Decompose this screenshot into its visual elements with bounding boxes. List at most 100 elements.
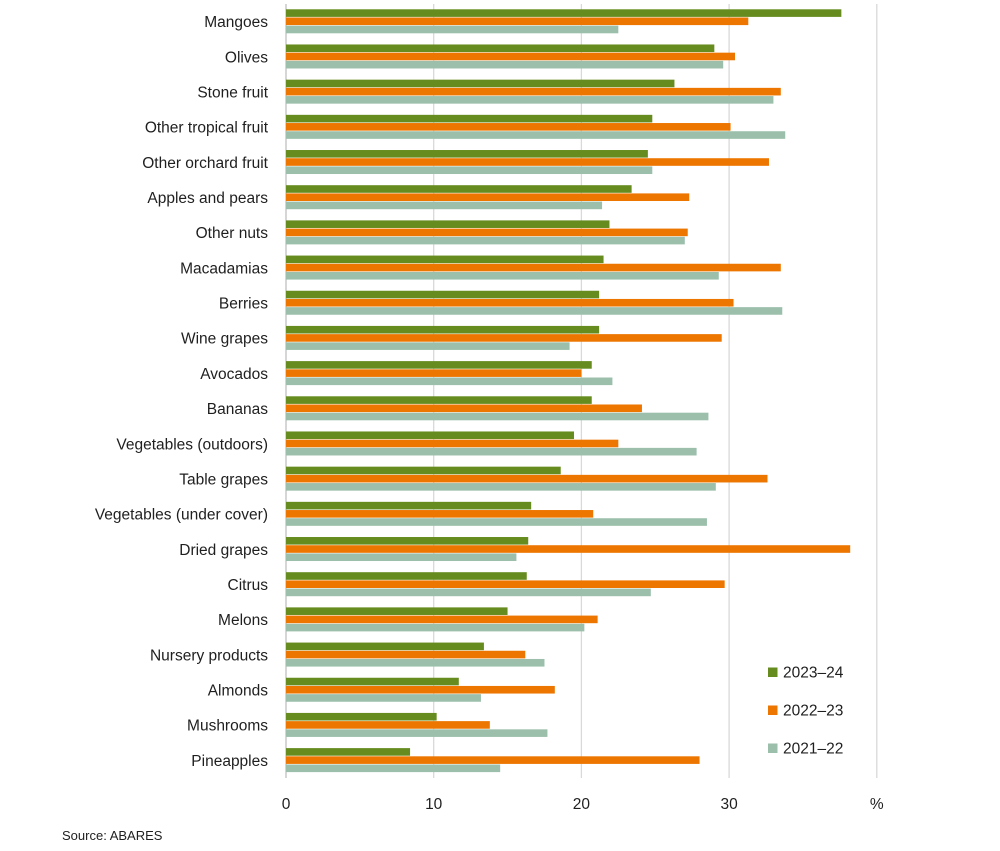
bar-vegetables-under-cover--0 bbox=[286, 501, 532, 510]
legend-label: 2022–23 bbox=[783, 703, 843, 720]
category-label: Other tropical fruit bbox=[145, 120, 269, 137]
bar-almonds-0 bbox=[286, 677, 459, 686]
bar-mushrooms-2 bbox=[286, 729, 548, 737]
bar-other-nuts-0 bbox=[286, 220, 610, 228]
category-labels: Mangoes Olives Stone fruit Other tropical f… bbox=[95, 14, 269, 770]
x-tick-label: 10 bbox=[425, 796, 443, 813]
category-label: Almonds bbox=[208, 683, 269, 700]
bar-other-tropical-fruit-1 bbox=[286, 123, 731, 131]
bar-melons-0 bbox=[286, 607, 508, 615]
bar-table-grapes-1 bbox=[286, 474, 768, 483]
bar-bananas-0 bbox=[286, 396, 592, 404]
bar-wine-grapes-0 bbox=[286, 325, 600, 334]
category-label: Berries bbox=[219, 296, 268, 313]
bar-berries-2 bbox=[286, 307, 783, 315]
bar-macadamias-1 bbox=[286, 263, 781, 272]
bar-nursery-products-1 bbox=[286, 650, 526, 659]
bar-olives-0 bbox=[286, 44, 715, 53]
bar-citrus-2 bbox=[286, 588, 651, 597]
bar-dried-grapes-1 bbox=[286, 545, 851, 553]
x-axis-ticks: 0 10 20 30 bbox=[282, 796, 738, 813]
legend-label: 2023–24 bbox=[783, 665, 844, 682]
x-tick-label: 30 bbox=[720, 796, 738, 813]
bar-mangoes-0 bbox=[286, 9, 842, 17]
category-label: Avocados bbox=[200, 366, 268, 383]
category-label: Vegetables (under cover) bbox=[95, 507, 268, 524]
bar-other-nuts-2 bbox=[286, 236, 685, 245]
bar-citrus-1 bbox=[286, 580, 725, 588]
bar-macadamias-0 bbox=[286, 255, 604, 264]
category-label: Vegetables (outdoors) bbox=[116, 436, 268, 453]
bar-melons-2 bbox=[286, 623, 585, 632]
bar-olives-1 bbox=[286, 52, 736, 61]
legend-label: 2021–22 bbox=[783, 741, 843, 758]
x-axis-unit-label: % bbox=[870, 796, 884, 813]
category-label: Apples and pears bbox=[147, 190, 268, 207]
bar-nursery-products-2 bbox=[286, 658, 545, 667]
bar-other-orchard-fruit-0 bbox=[286, 150, 648, 158]
bar-mangoes-2 bbox=[286, 25, 619, 34]
category-label: Olives bbox=[225, 49, 268, 66]
legend-swatch bbox=[768, 743, 778, 753]
bar-other-tropical-fruit-2 bbox=[286, 131, 786, 139]
bar-bananas-1 bbox=[286, 404, 642, 413]
source-note: Source: ABARES bbox=[62, 828, 163, 843]
bar-table-grapes-0 bbox=[286, 466, 561, 475]
bar-dried-grapes-2 bbox=[286, 553, 517, 562]
category-label: Other nuts bbox=[196, 225, 269, 242]
legend-swatch bbox=[768, 705, 778, 715]
bar-stone-fruit-1 bbox=[286, 87, 781, 96]
bar-stone-fruit-2 bbox=[286, 96, 774, 104]
category-label: Melons bbox=[218, 612, 268, 629]
bar-avocados-2 bbox=[286, 377, 613, 386]
bar-berries-1 bbox=[286, 298, 734, 307]
category-label: Mushrooms bbox=[187, 718, 268, 735]
category-label: Table grapes bbox=[179, 471, 268, 488]
bar-other-nuts-1 bbox=[286, 228, 688, 237]
bar-citrus-0 bbox=[286, 572, 527, 580]
bar-vegetables-outdoors--1 bbox=[286, 439, 619, 448]
bar-berries-0 bbox=[286, 290, 600, 299]
bar-other-orchard-fruit-2 bbox=[286, 166, 653, 175]
category-label: Other orchard fruit bbox=[142, 155, 268, 172]
bar-melons-1 bbox=[286, 615, 598, 624]
category-label: Macadamias bbox=[180, 260, 268, 277]
legend: 2023–24 2022–23 2021–22 bbox=[768, 665, 844, 758]
bar-stone-fruit-0 bbox=[286, 79, 675, 88]
category-label: Nursery products bbox=[150, 647, 268, 664]
bar-table-grapes-2 bbox=[286, 483, 716, 491]
bar-vegetables-outdoors--0 bbox=[286, 431, 575, 440]
category-label: Wine grapes bbox=[181, 331, 268, 348]
category-label: Bananas bbox=[207, 401, 268, 418]
bar-avocados-0 bbox=[286, 361, 592, 369]
bar-other-tropical-fruit-0 bbox=[286, 114, 653, 123]
bar-almonds-1 bbox=[286, 685, 555, 694]
bar-vegetables-under-cover--2 bbox=[286, 518, 707, 526]
bar-olives-2 bbox=[286, 60, 724, 69]
bar-vegetables-outdoors--2 bbox=[286, 447, 697, 456]
bar-apples-and-pears-1 bbox=[286, 193, 690, 201]
bar-wine-grapes-1 bbox=[286, 334, 722, 342]
bar-wine-grapes-2 bbox=[286, 342, 570, 350]
bar-apples-and-pears-0 bbox=[286, 185, 632, 193]
bars bbox=[286, 9, 851, 773]
bar-mangoes-1 bbox=[286, 17, 749, 26]
category-label: Citrus bbox=[228, 577, 269, 594]
category-label: Stone fruit bbox=[197, 84, 268, 101]
bar-vegetables-under-cover--1 bbox=[286, 510, 594, 518]
bar-nursery-products-0 bbox=[286, 642, 484, 651]
bar-apples-and-pears-2 bbox=[286, 201, 603, 210]
legend-swatch bbox=[768, 667, 778, 677]
bar-pineapples-2 bbox=[286, 764, 501, 773]
bar-almonds-2 bbox=[286, 694, 481, 702]
bar-other-orchard-fruit-1 bbox=[286, 158, 769, 166]
bar-dried-grapes-0 bbox=[286, 537, 529, 545]
x-tick-label: 20 bbox=[573, 796, 591, 813]
bar-mushrooms-1 bbox=[286, 721, 490, 729]
category-label: Pineapples bbox=[191, 753, 268, 770]
category-label: Dried grapes bbox=[179, 542, 268, 559]
bar-macadamias-2 bbox=[286, 271, 719, 280]
x-tick-label: 0 bbox=[282, 796, 291, 813]
bar-pineapples-0 bbox=[286, 748, 411, 756]
